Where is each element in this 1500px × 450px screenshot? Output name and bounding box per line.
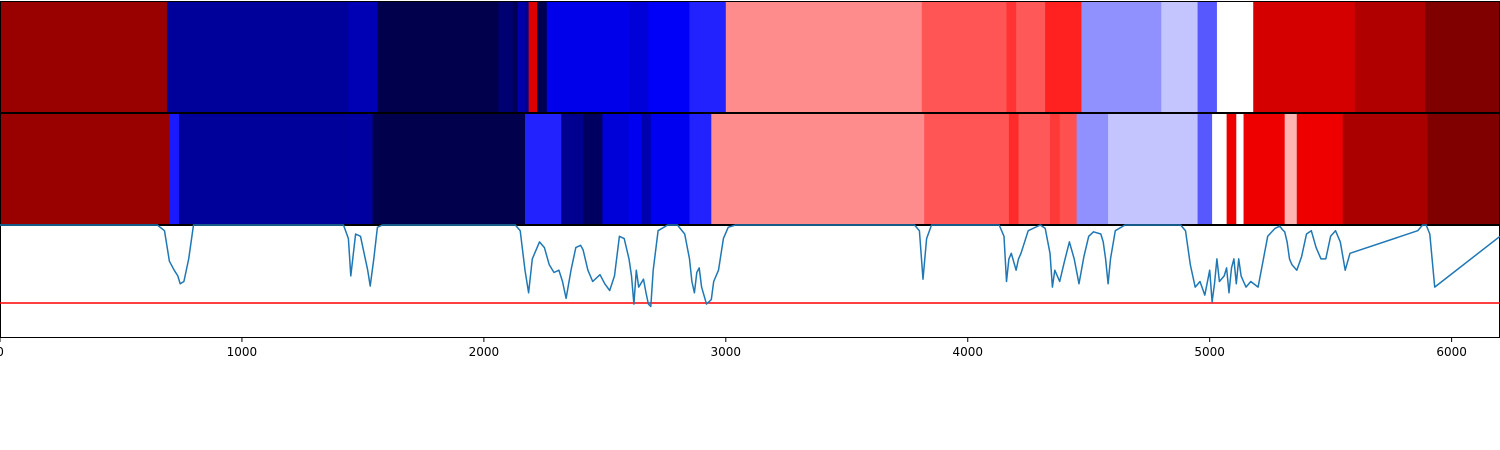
strip-2-segment-18	[1050, 113, 1061, 225]
strip-2-segment-14	[711, 113, 925, 225]
strip-2-segment-24	[1226, 113, 1237, 225]
strip-1-segment-2	[166, 1, 349, 113]
strip-2-segment-9	[602, 113, 630, 225]
strip-1-segment-3	[348, 1, 378, 113]
heatmap-strip-2	[0, 113, 1500, 225]
x-tick-label-6000: 6000	[1436, 345, 1467, 359]
strip-2-segment-30	[1427, 113, 1500, 225]
strip-2-segment-7	[561, 113, 584, 225]
strip-1-segment-17	[1006, 1, 1017, 113]
strip-1-segment-18	[1016, 1, 1046, 113]
strip-2-segment-1	[0, 113, 170, 225]
x-tick-label-0: 0	[0, 345, 4, 359]
strip-1-segment-13	[648, 1, 690, 113]
strip-1-segment-9	[528, 1, 538, 113]
strip-2-segment-8	[583, 113, 603, 225]
strip-1-segment-20	[1081, 1, 1162, 113]
strip-2-segment-29	[1342, 113, 1428, 225]
strip-1-segment-19	[1045, 1, 1082, 113]
strip-1-segment-4	[377, 1, 499, 113]
strip-2-segment-13	[689, 113, 712, 225]
strip-1-segment-8	[525, 1, 530, 113]
strip-2-segment-27	[1284, 113, 1298, 225]
strip-2-segment-16	[1008, 113, 1019, 225]
strip-2-segment-15	[924, 113, 1010, 225]
strip-1-segment-25	[1354, 1, 1426, 113]
strip-2-segment-2	[169, 113, 180, 225]
strip-2-segment-4	[348, 113, 373, 225]
strip-1-segment-12	[629, 1, 649, 113]
strip-1-segment-10	[537, 1, 548, 113]
strip-2-segment-12	[650, 113, 690, 225]
strip-1-segment-22	[1197, 1, 1218, 113]
x-axis: 0 1000 2000 3000 4000 5000 6000	[0, 338, 1467, 359]
x-tick-label-3000: 3000	[711, 345, 742, 359]
line-panel	[0, 224, 1500, 338]
strip-2-segment-20	[1076, 113, 1109, 225]
x-tick-label-4000: 4000	[952, 345, 983, 359]
strip-2-segment-25	[1236, 113, 1244, 225]
strip-1-segment-5	[498, 1, 514, 113]
strip-2-segment-22	[1197, 113, 1213, 225]
strip-2-segment-17	[1018, 113, 1051, 225]
x-tick-label-2000: 2000	[469, 345, 500, 359]
strip-1-segment-14	[689, 1, 727, 113]
strip-1-segment-7	[517, 1, 526, 113]
strip-2-segment-21	[1108, 113, 1198, 225]
strip-1-segment-6	[512, 1, 519, 113]
strip-2-segment-23	[1212, 113, 1228, 225]
strip-2-segment-19	[1059, 113, 1078, 225]
strip-1-segment-11	[546, 1, 630, 113]
strip-1-segment-23	[1216, 1, 1254, 113]
strip-2-segment-26	[1243, 113, 1286, 225]
strip-2-segment-10	[629, 113, 642, 225]
strip-1-segment-21	[1161, 1, 1198, 113]
x-tick-label-1000: 1000	[227, 345, 258, 359]
line-panel-frame	[0, 225, 1500, 338]
series-line	[0, 224, 1500, 308]
strip-1-segment-1	[0, 1, 168, 113]
strip-2-segment-28	[1296, 113, 1344, 225]
x-tick-label-5000: 5000	[1194, 345, 1225, 359]
strip-1-segment-26	[1425, 1, 1500, 113]
strip-2-segment-5	[372, 113, 526, 225]
strip-1-segment-24	[1253, 1, 1356, 113]
strip-2-segment-11	[641, 113, 652, 225]
strip-1-segment-15	[725, 1, 923, 113]
heatmap-strip-1	[0, 1, 1500, 113]
strip-2-segment-6	[525, 113, 562, 225]
strip-2-segment-3	[179, 113, 349, 225]
strip-1-segment-16	[921, 1, 1007, 113]
